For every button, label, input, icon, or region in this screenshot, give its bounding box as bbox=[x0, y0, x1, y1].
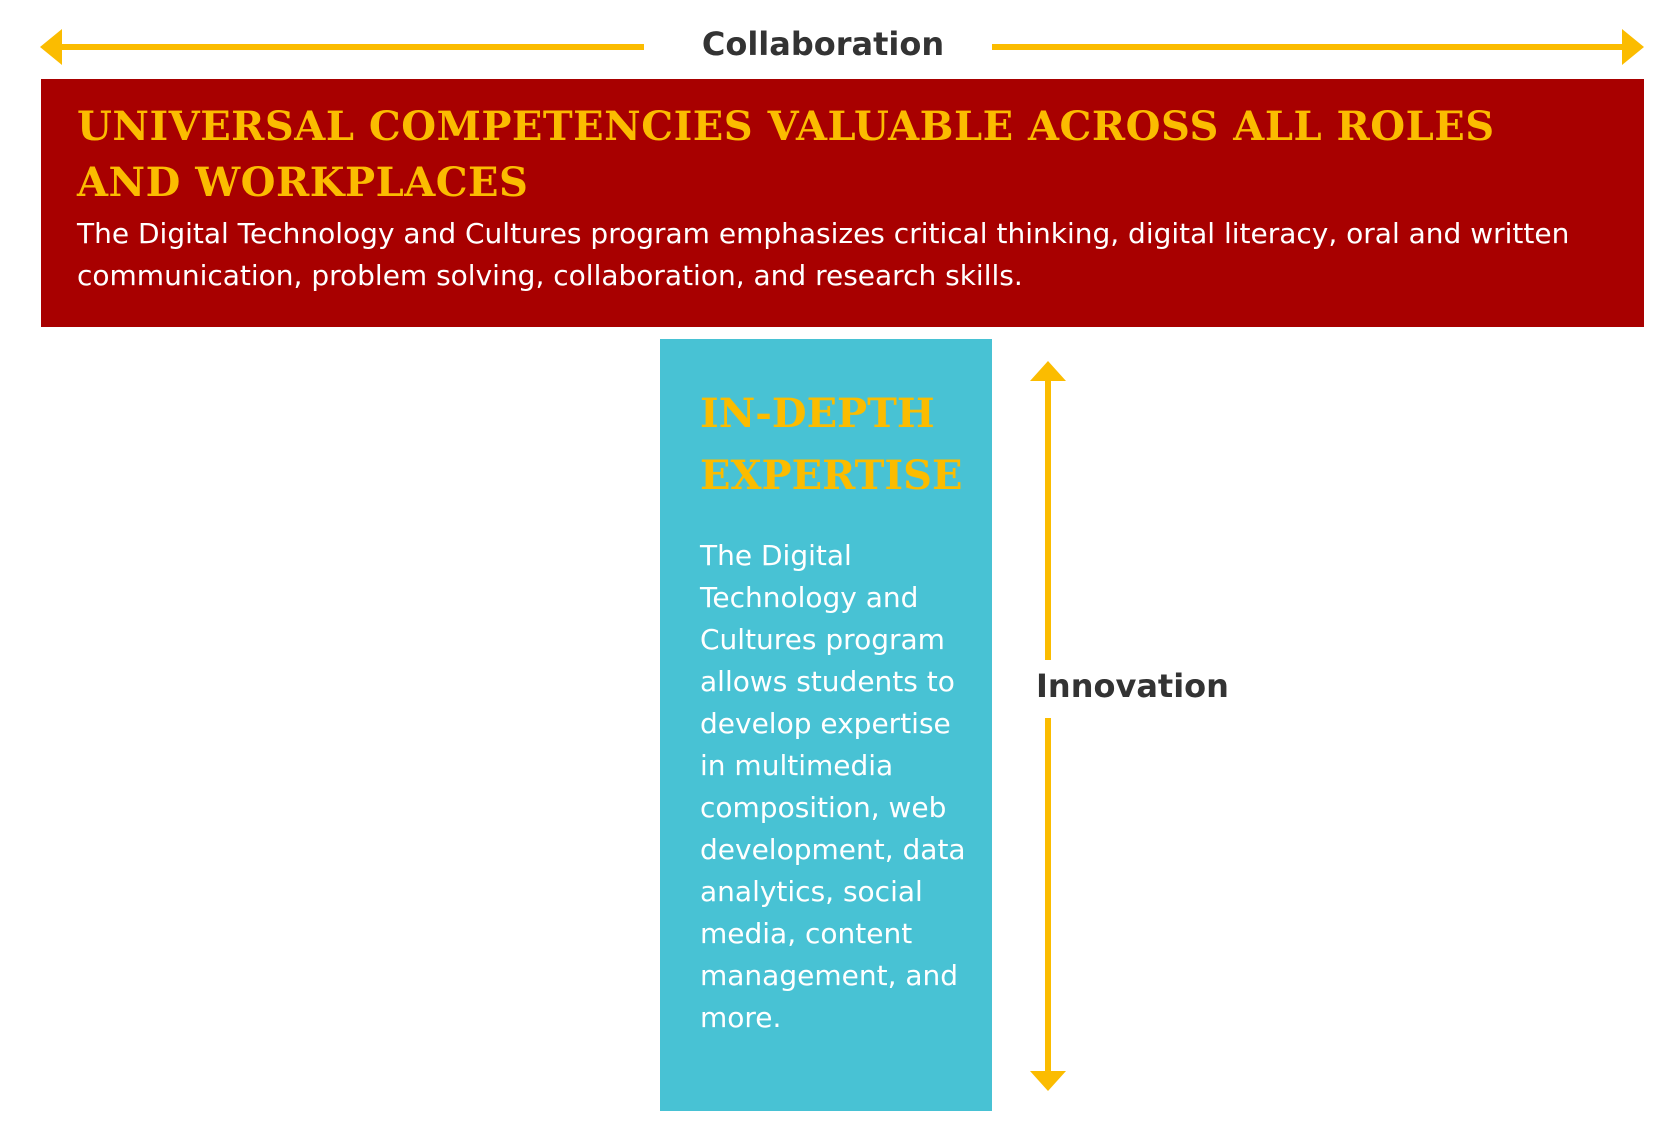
universal-competencies-description: The Digital Technology and Cultures prog… bbox=[77, 217, 1570, 292]
in-depth-expertise-panel: IN-DEPTH EXPERTISE The Digital Technolog… bbox=[660, 339, 992, 1111]
collaboration-arrow-left-head bbox=[40, 29, 62, 65]
innovation-arrow-bottom-head bbox=[1030, 1071, 1066, 1091]
universal-competencies-panel: UNIVERSAL COMPETENCIES VALUABLE ACROSS A… bbox=[41, 79, 1644, 327]
collaboration-label: Collaboration bbox=[701, 25, 945, 63]
collaboration-arrow-right-head bbox=[1622, 29, 1644, 65]
innovation-arrow bbox=[1030, 361, 1066, 1091]
innovation-label: Innovation bbox=[1036, 667, 1229, 705]
universal-competencies-title: UNIVERSAL COMPETENCIES VALUABLE ACROSS A… bbox=[77, 103, 1495, 206]
in-depth-expertise-description: The Digital Technology and Cultures prog… bbox=[700, 539, 966, 1034]
in-depth-expertise-title: IN-DEPTH EXPERTISE bbox=[700, 390, 963, 499]
innovation-arrow-top-head bbox=[1030, 361, 1066, 381]
collaboration-arrow bbox=[40, 29, 1644, 65]
